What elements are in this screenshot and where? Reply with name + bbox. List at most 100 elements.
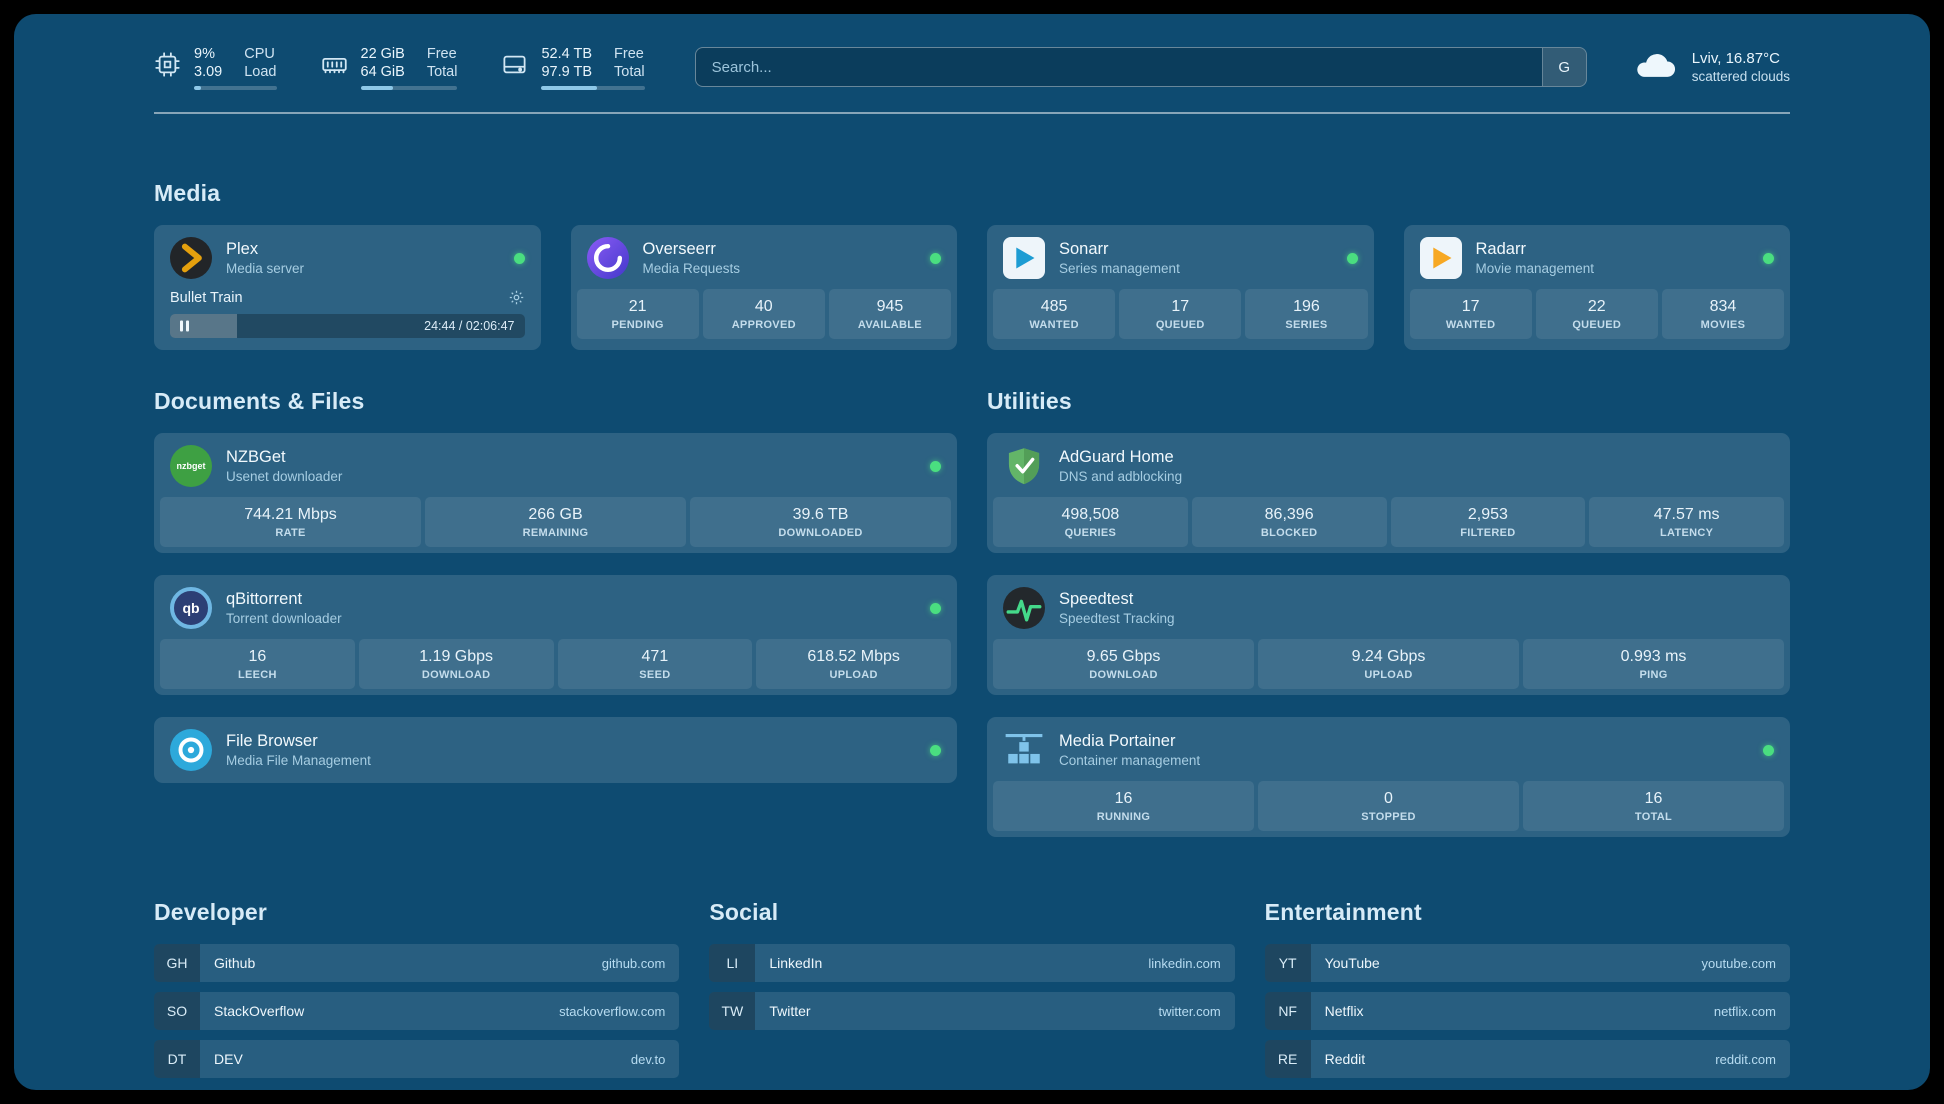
stat-downloaded: 39.6 TB DOWNLOADED [690, 497, 951, 547]
service-description: Container management [1059, 753, 1201, 768]
search-bar: G [694, 47, 1587, 87]
status-online-dot [930, 602, 941, 614]
memory-free-value: 22 GiB [360, 45, 405, 62]
service-description: Media Requests [642, 261, 741, 276]
cpu-icon [154, 51, 181, 78]
stat-queued: 17 QUEUED [1119, 289, 1242, 339]
card-sonarr[interactable]: Sonarr Series management 485 WANTED 17 Q… [987, 225, 1374, 350]
cpu-load-value: 3.09 [194, 63, 223, 80]
service-name: Sonarr [1059, 240, 1109, 258]
memory-widget: 22 GiB Free 64 GiB Total [321, 45, 458, 90]
dashboard: 9% CPU 3.09 Load [14, 14, 1930, 1090]
card-radarr[interactable]: Radarr Movie management 17 WANTED 22 QUE… [1403, 225, 1790, 350]
now-playing-title: Bullet Train [170, 289, 243, 306]
section-title-media: Media [154, 180, 221, 206]
service-description: DNS and adblocking [1059, 469, 1183, 484]
bookmark-name: Twitter [769, 1003, 811, 1019]
bookmark-abbr: SO [154, 992, 200, 1030]
bookmark-abbr: DT [154, 1040, 200, 1078]
stat-stopped: 0 STOPPED [1258, 781, 1519, 831]
stat-seed: 471 SEED [557, 639, 753, 689]
cpu-usage-label: CPU [244, 45, 275, 62]
bookmark-abbr: RE [1264, 1040, 1311, 1078]
bookmark-url: linkedin.com [1148, 955, 1221, 971]
nzbget-icon: nzbget [170, 445, 212, 487]
stat-upload: 9.24 Gbps UPLOAD [1258, 639, 1519, 689]
card-qbittorrent[interactable]: qb qBittorrent Torrent downloader 16 LEE… [154, 575, 957, 695]
cpu-load-label: Load [244, 63, 277, 80]
card-speedtest[interactable]: Speedtest Speedtest Tracking 9.65 Gbps D… [987, 575, 1790, 695]
playback-time: 24:44 / 02:06:47 [424, 319, 515, 333]
playback-progress-bar: 24:44 / 02:06:47 [170, 314, 525, 338]
service-name: AdGuard Home [1059, 448, 1174, 466]
bookmark-url: dev.to [630, 1051, 666, 1067]
bookmark-linkedin[interactable]: LI LinkedIn linkedin.com [709, 944, 1235, 982]
bookmark-url: stackoverflow.com [559, 1003, 666, 1019]
search-provider-button[interactable]: G [1541, 48, 1586, 86]
cpu-usage-value: 9% [194, 45, 215, 62]
bookmark-url: netflix.com [1713, 1003, 1776, 1019]
stat-filtered: 2,953 FILTERED [1390, 497, 1586, 547]
card-nzbget[interactable]: nzbget NZBGet Usenet downloader 744.21 M… [154, 433, 957, 553]
stat-leech: 16 LEECH [160, 639, 355, 689]
bookmark-twitter[interactable]: TW Twitter twitter.com [709, 992, 1235, 1030]
disk-total-value: 97.9 TB [541, 63, 593, 80]
bookmark-abbr: NF [1264, 992, 1311, 1030]
disk-total-label: Total [614, 63, 645, 80]
card-adguard-home[interactable]: AdGuard Home DNS and adblocking 498,508 … [987, 433, 1790, 553]
stat-rate: 744.21 Mbps RATE [160, 497, 421, 547]
memory-progress-bar [360, 85, 458, 90]
stat-running: 16 RUNNING [993, 781, 1254, 831]
adguard-icon [1003, 445, 1045, 487]
overseerr-icon [586, 237, 629, 279]
bookmark-dev[interactable]: DT DEV dev.to [154, 1040, 680, 1078]
resource-widgets: 9% CPU 3.09 Load [154, 45, 645, 90]
radarr-icon [1419, 237, 1462, 279]
service-description: Series management [1059, 261, 1180, 276]
stat-wanted: 17 WANTED [1409, 289, 1532, 339]
disk-free-label: Free [614, 45, 644, 62]
sonarr-icon [1003, 237, 1045, 279]
pause-icon[interactable] [180, 320, 189, 332]
stat-queued: 22 QUEUED [1535, 289, 1658, 339]
bookmark-stackoverflow[interactable]: SO StackOverflow stackoverflow.com [154, 992, 680, 1030]
bookmark-youtube[interactable]: YT YouTube youtube.com [1264, 944, 1790, 982]
speedtest-icon [1003, 587, 1045, 629]
section-utilities: Utilities AdGuard Home [987, 388, 1790, 837]
bookmark-abbr: YT [1264, 944, 1311, 982]
stat-download: 9.65 Gbps DOWNLOAD [993, 639, 1254, 689]
search-input[interactable] [695, 48, 1542, 86]
service-description: Usenet downloader [226, 469, 343, 484]
bookmark-name: Reddit [1324, 1051, 1366, 1067]
section-title-developer: Developer [154, 899, 268, 925]
service-description: Torrent downloader [226, 611, 342, 626]
status-online-dot [1763, 252, 1774, 264]
card-portainer[interactable]: Media Portainer Container management 16 … [987, 717, 1790, 837]
bookmark-github[interactable]: GH Github github.com [154, 944, 680, 982]
service-name: Overseerr [642, 240, 716, 258]
portainer-icon [1003, 729, 1045, 771]
stat-latency: 47.57 ms LATENCY [1589, 497, 1784, 547]
bookmark-url: twitter.com [1158, 1003, 1221, 1019]
bookmark-abbr: GH [154, 944, 200, 982]
cpu-widget: 9% CPU 3.09 Load [154, 45, 277, 90]
gear-icon[interactable] [508, 289, 525, 306]
service-name: NZBGet [226, 448, 286, 466]
stat-movies: 834 MOVIES [1661, 289, 1785, 339]
bookmark-name: StackOverflow [214, 1003, 305, 1019]
qbittorrent-icon: qb [170, 587, 212, 629]
bookmark-netflix[interactable]: NF Netflix netflix.com [1264, 992, 1790, 1030]
service-description: Speedtest Tracking [1059, 611, 1175, 626]
status-online-dot [930, 460, 941, 472]
service-name: qBittorrent [226, 590, 303, 608]
bookmark-reddit[interactable]: RE Reddit reddit.com [1264, 1040, 1790, 1078]
status-online-dot [930, 252, 941, 264]
memory-free-label: Free [426, 45, 457, 62]
bookmark-abbr: LI [709, 944, 756, 982]
card-plex[interactable]: Plex Media server Bullet Train [154, 225, 541, 350]
status-online-dot [930, 744, 941, 756]
stat-upload: 618.52 Mbps UPLOAD [756, 639, 951, 689]
stat-blocked: 86,396 BLOCKED [1191, 497, 1387, 547]
card-filebrowser[interactable]: File Browser Media File Management [154, 717, 957, 783]
card-overseerr[interactable]: Overseerr Media Requests 21 PENDING 40 A… [570, 225, 957, 350]
